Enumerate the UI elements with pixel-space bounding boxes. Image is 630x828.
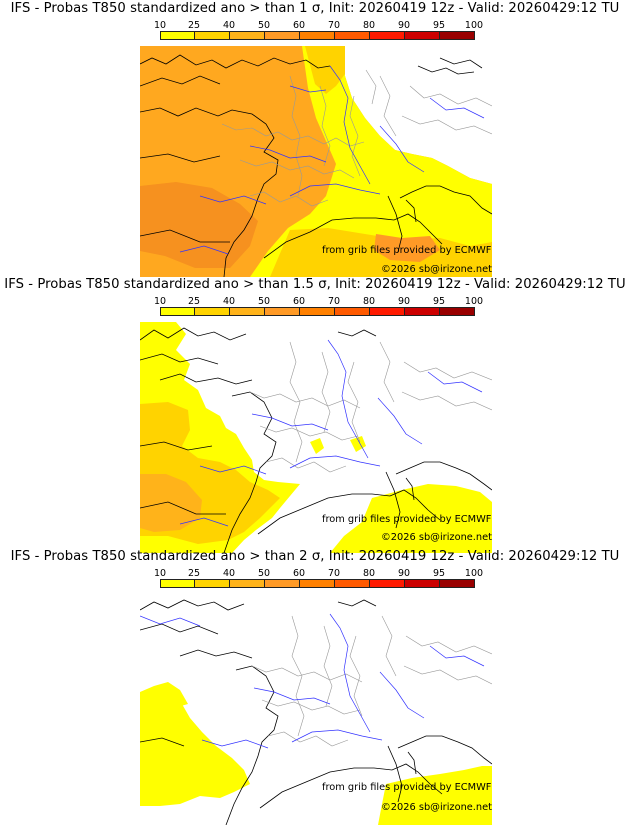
rivers [179,339,483,527]
colorbar-swatch [229,31,265,40]
colorbar-swatch [160,31,195,40]
colorbar-tick-label: 60 [292,20,306,31]
rivers [140,613,485,749]
prob-field-yellow [250,46,492,277]
colorbar-tick-label: 70 [327,20,341,31]
panel-title: IFS - Probas T850 standardized ano > tha… [4,277,626,292]
colorbar-swatch [439,579,475,588]
colorbar-tick-label: 90 [397,296,411,307]
probability-map [140,46,492,277]
colorbar-tick-label: 100 [464,568,484,579]
colorbar-swatch [334,31,370,40]
coastlines [140,327,492,553]
prob-field-yellow [140,686,250,806]
colorbar-tick-label: 10 [153,296,167,307]
rivers [179,65,485,255]
colorbar-tick-label: 60 [292,296,306,307]
colorbar-tick-label: 100 [464,296,484,307]
colorbar-tick-label: 90 [397,568,411,579]
prob-field-yellow-orange [305,46,345,94]
colorbar-swatch [439,31,475,40]
colorbar-swatch [194,31,230,40]
credit-text: from grib files provided by ECMWF [322,514,492,525]
admin-borders [221,69,492,207]
colorbar-swatch [194,307,230,316]
colorbar-swatch [334,579,370,588]
colorbar-swatch [229,307,265,316]
colorbar-tick-label: 95 [432,20,446,31]
colorbar-tick-label: 50 [257,20,271,31]
colorbar-tick-label: 25 [187,296,201,307]
panel-title: IFS - Probas T850 standardized ano > tha… [10,549,620,564]
colorbar-swatch [160,579,195,588]
colorbar-tick-label: 10 [153,568,167,579]
prob-field-yellow [378,766,492,825]
coastlines [140,599,492,825]
colorbar-swatch [404,31,440,40]
colorbar-tick-label: 80 [362,568,376,579]
colorbar-tick-label: 50 [257,296,271,307]
admin-borders [249,341,492,473]
colorbar-swatch [229,579,265,588]
colorbar-tick-label: 40 [222,20,236,31]
colorbar-tick-label: 80 [362,296,376,307]
colorbar-swatch [404,579,440,588]
prob-field-dark-orange [374,234,440,262]
colorbar-swatch [264,31,300,40]
colorbar-tick-label: 70 [327,568,341,579]
colorbar-tick-label: 25 [187,20,201,31]
probability-map [140,594,492,825]
prob-field-yellow [310,438,324,454]
copyright-text: ©2026 sb@irizone.net [381,532,492,543]
colorbar-tick-label: 100 [464,20,484,31]
colorbar-swatch [264,307,300,316]
colorbar-swatch [404,307,440,316]
colorbar-tick-label: 40 [222,296,236,307]
credit-text: from grib files provided by ECMWF [322,782,492,793]
colorbar-swatch [299,579,335,588]
copyright-text: ©2026 sb@irizone.net [381,802,492,813]
admin-borders [251,615,492,747]
map-panel-2: IFS - Probas T850 standardized ano > tha… [0,276,630,553]
colorbar-swatch [369,579,405,588]
map-panel-3: IFS - Probas T850 standardized ano > tha… [0,548,630,825]
panel-title: IFS - Probas T850 standardized ano > tha… [10,1,620,16]
colorbar-tick-label: 95 [432,296,446,307]
colorbar-swatch [264,579,300,588]
colorbar-swatch [299,307,335,316]
colorbar-swatch [160,307,195,316]
copyright-text: ©2026 sb@irizone.net [381,264,492,275]
colorbar-swatch [369,307,405,316]
coastlines [140,54,492,277]
colorbar-swatch [299,31,335,40]
colorbar-tick-label: 10 [153,20,167,31]
credit-text: from grib files provided by ECMWF [322,245,492,256]
prob-field-dark-orange [140,182,258,268]
colorbar-tick-label: 70 [327,296,341,307]
probability-map [140,322,492,553]
colorbar-tick-label: 25 [187,568,201,579]
colorbar-swatch [194,579,230,588]
prob-field-yellow [154,682,188,708]
no-prob-area [345,46,492,184]
colorbar-swatch [334,307,370,316]
colorbar-tick-label: 95 [432,568,446,579]
colorbar-tick-label: 80 [362,20,376,31]
prob-field-yellow [350,436,366,452]
map-panel-1: IFS - Probas T850 standardized ano > tha… [0,0,630,277]
colorbar-tick-label: 50 [257,568,271,579]
colorbar-tick-label: 60 [292,568,306,579]
colorbar-swatch [439,307,475,316]
colorbar-swatch [369,31,405,40]
prob-field-yellow [330,484,492,553]
colorbar-tick-label: 90 [397,20,411,31]
colorbar-tick-label: 40 [222,568,236,579]
